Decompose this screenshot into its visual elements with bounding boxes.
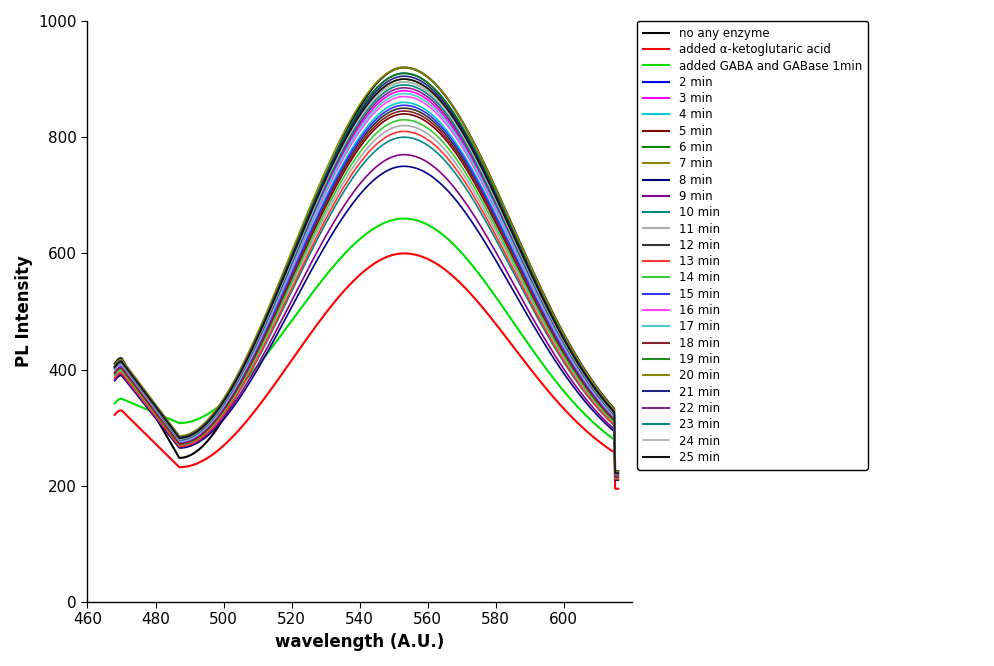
Y-axis label: PL Intensity: PL Intensity xyxy=(15,256,33,368)
X-axis label: wavelength (A.U.): wavelength (A.U.) xyxy=(274,633,444,651)
Legend: no any enzyme, added α-ketoglutaric acid, added GABA and GABase 1min, 2 min, 3 m: no any enzyme, added α-ketoglutaric acid… xyxy=(636,21,867,470)
